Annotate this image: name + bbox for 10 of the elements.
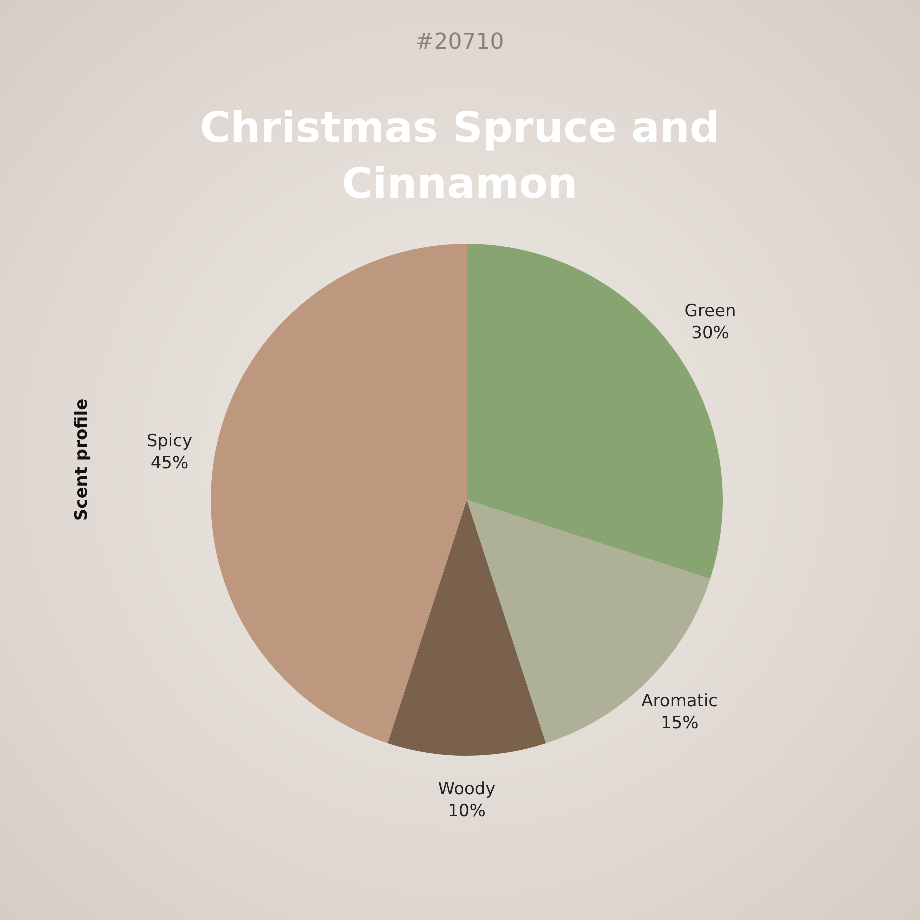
- data-label: 10%: [448, 801, 486, 822]
- text: Scent profile: [72, 398, 92, 522]
- data-label: 15%: [660, 713, 699, 734]
- slice-label: Spicy: [146, 431, 193, 452]
- data-label: 45%: [150, 453, 189, 474]
- chart-subtitle: #20710: [414, 30, 506, 55]
- slice-label: Aromatic: [642, 691, 718, 712]
- slice-label: Green: [684, 302, 736, 322]
- slice-label: Woody: [438, 779, 496, 800]
- data-label: 30%: [692, 324, 730, 344]
